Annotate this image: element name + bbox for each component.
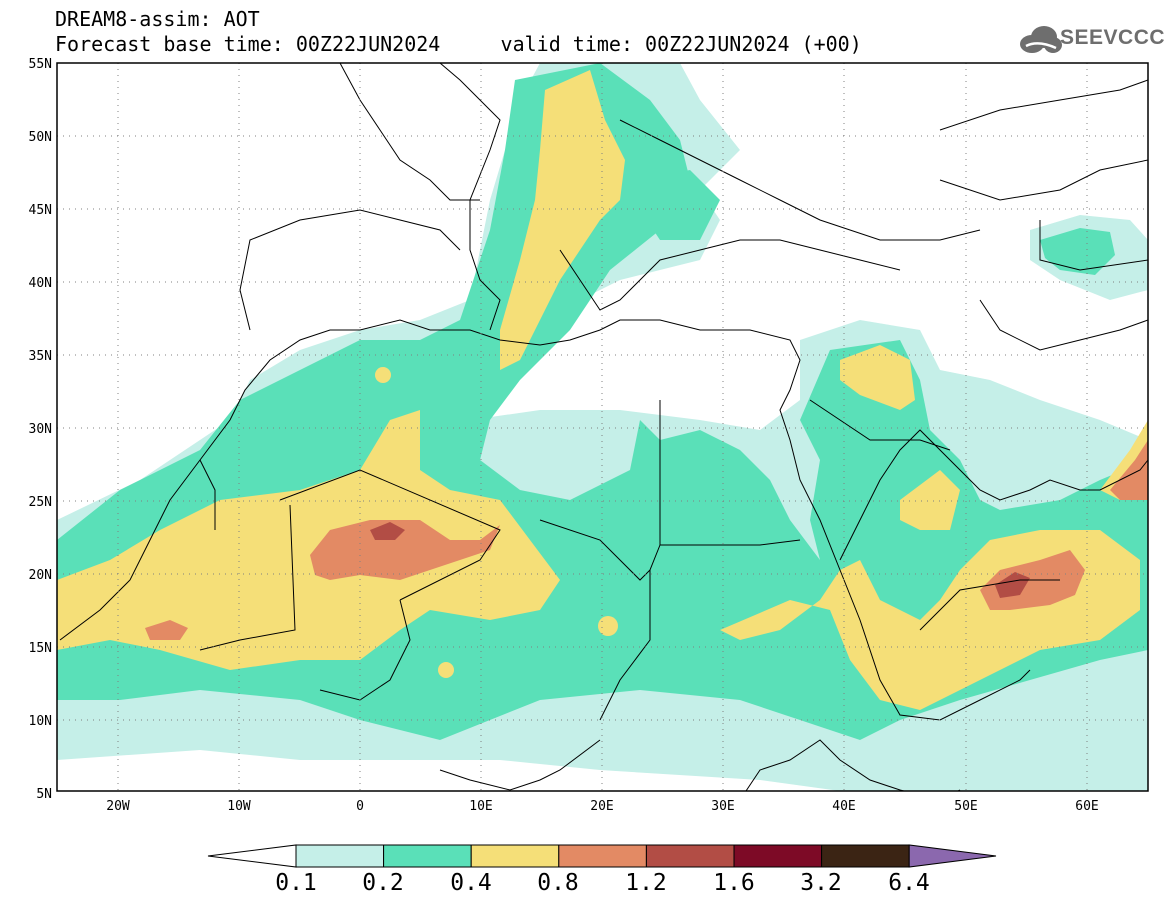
colorbar-over-triangle <box>908 844 997 868</box>
map-title: DREAM8-assim: AOT <box>55 7 260 31</box>
lon-labels: 20W 10W 0 10E 20E 30E 40E 50E 60E <box>106 799 1098 814</box>
colorbar-label: 0.2 <box>362 870 404 896</box>
aot-contour-0.4 <box>57 410 560 670</box>
colorbar-swatch <box>733 844 823 868</box>
lat-label: 20N <box>29 568 52 583</box>
lon-label: 50E <box>954 799 977 814</box>
aot-field <box>57 63 1148 791</box>
colorbar-swatch <box>383 844 472 868</box>
lat-label: 10N <box>29 714 52 729</box>
colorbar-swatch <box>470 844 560 868</box>
colorbar-label: 6.4 <box>888 870 930 896</box>
colorbar <box>207 844 997 868</box>
graticule <box>57 63 1148 791</box>
coastlines <box>59 63 1148 791</box>
colorbar-label: 3.2 <box>800 870 842 896</box>
lat-label: 45N <box>29 203 52 218</box>
colorbar-swatch <box>558 844 647 868</box>
aot-contour-1.2 <box>370 522 405 540</box>
lon-label: 10E <box>469 799 492 814</box>
lon-label: 30E <box>711 799 734 814</box>
colorbar-label: 1.6 <box>713 870 755 896</box>
aot-contour-0.8 <box>310 520 500 580</box>
lon-label: 20W <box>106 799 130 814</box>
lat-label: 25N <box>29 495 52 510</box>
colorbar-label: 0.1 <box>275 870 317 896</box>
lon-label: 20E <box>590 799 613 814</box>
lat-label: 40N <box>29 276 52 291</box>
colorbar-swatch <box>821 844 910 868</box>
colorbar-swatch <box>645 844 735 868</box>
lat-label: 5N <box>36 787 52 802</box>
colorbar-label: 1.2 <box>625 870 667 896</box>
lat-label: 30N <box>29 422 52 437</box>
colorbar-label: 0.4 <box>450 870 492 896</box>
lon-label: 10W <box>227 799 251 814</box>
lat-label: 50N <box>29 130 52 145</box>
forecast-times: Forecast base time: 00Z22JUN2024 valid t… <box>55 33 862 55</box>
map-frame <box>56 62 1149 792</box>
lon-label: 0 <box>356 799 364 814</box>
colorbar-under-triangle <box>207 844 297 868</box>
valid-time: valid time: 00Z22JUN2024 (+00) <box>500 32 862 56</box>
base-time: Forecast base time: 00Z22JUN2024 <box>55 32 441 56</box>
lon-label: 40E <box>832 799 855 814</box>
lon-label: 60E <box>1075 799 1098 814</box>
colorbar-label: 0.8 <box>537 870 579 896</box>
logo-text: SEEVCCC <box>1060 26 1165 49</box>
lat-labels: 55N 50N 45N 40N 35N 30N 25N 20N 15N 10N … <box>29 57 52 802</box>
lat-label: 55N <box>29 57 52 72</box>
lat-label: 35N <box>29 349 52 364</box>
colorbar-swatch <box>295 844 385 868</box>
cloud-icon <box>1020 26 1062 53</box>
lat-label: 15N <box>29 641 52 656</box>
